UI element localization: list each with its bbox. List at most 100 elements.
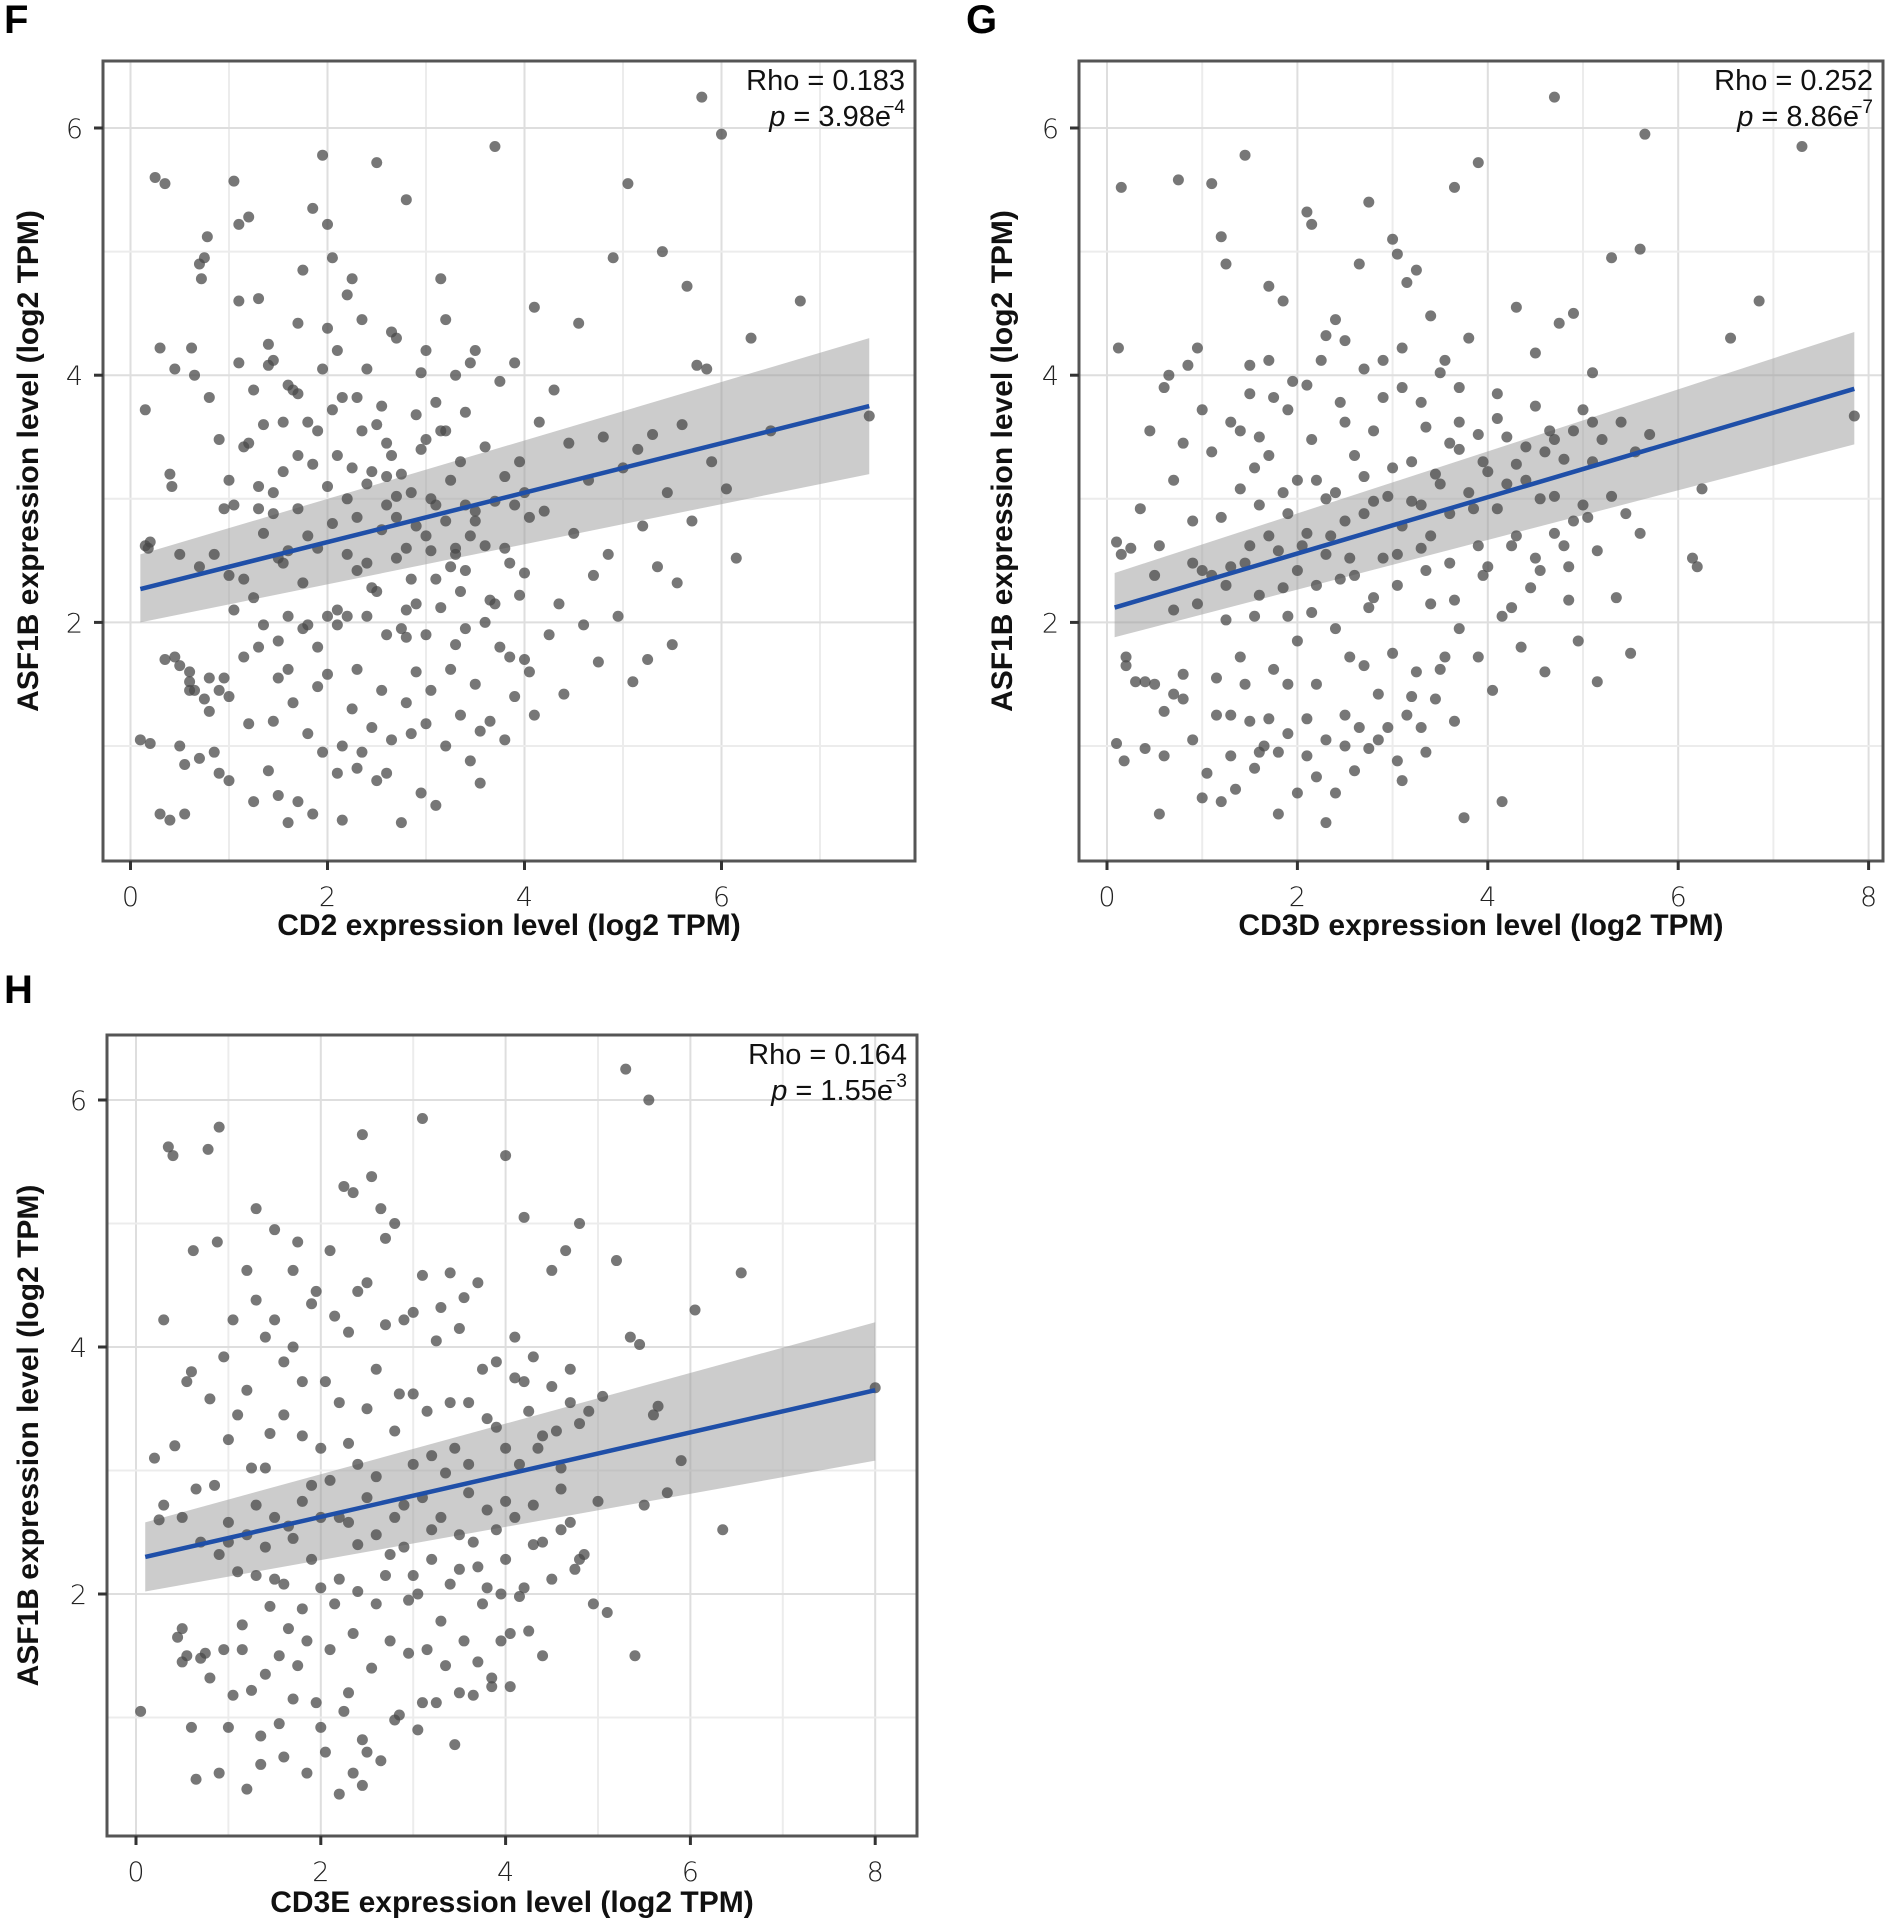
data-point: [253, 293, 265, 305]
data-point: [395, 468, 407, 480]
data-point: [1472, 651, 1484, 663]
data-point: [472, 1561, 484, 1573]
data-point: [1848, 410, 1860, 422]
data-point: [315, 1442, 327, 1454]
data-point: [1244, 715, 1256, 727]
data-point: [426, 1553, 438, 1565]
data-point: [389, 1425, 401, 1437]
data-point: [477, 1598, 488, 1610]
data-point: [415, 787, 427, 799]
data-point: [691, 359, 703, 371]
data-point: [1111, 738, 1123, 750]
data-point: [1220, 579, 1232, 591]
data-point: [250, 1294, 262, 1306]
data-point: [1115, 548, 1127, 560]
data-point: [415, 443, 427, 455]
x-tick-label: 0: [127, 1857, 144, 1888]
data-point: [1567, 515, 1579, 527]
data-point: [1406, 691, 1418, 703]
data-point: [1420, 746, 1432, 758]
data-point: [1177, 668, 1189, 680]
data-point: [1410, 666, 1422, 678]
data-point: [528, 709, 540, 721]
data-point: [158, 1314, 170, 1326]
data-point: [1415, 542, 1427, 554]
data-point: [139, 540, 151, 552]
data-point: [248, 592, 260, 604]
y-axis-title: ASF1B expression level (log2 TPM): [12, 1185, 45, 1687]
data-point: [1182, 359, 1194, 371]
data-point: [351, 391, 363, 403]
data-point: [395, 623, 407, 635]
data-point: [179, 759, 191, 771]
x-tick-label: 8: [867, 1857, 884, 1888]
data-point: [469, 678, 481, 690]
data-point: [232, 1566, 244, 1578]
data-point: [421, 1644, 433, 1656]
data-point: [1239, 557, 1251, 569]
data-point: [1610, 592, 1622, 604]
data-point: [1539, 666, 1551, 678]
data-point: [1410, 264, 1422, 276]
data-point: [322, 480, 333, 492]
data-point: [405, 487, 417, 499]
data-point: [546, 1264, 558, 1276]
data-point: [745, 332, 757, 344]
data-point: [1225, 750, 1237, 762]
data-point: [1391, 548, 1403, 560]
data-point: [1282, 610, 1294, 622]
data-point: [1458, 812, 1470, 824]
data-point: [361, 557, 373, 569]
data-point: [198, 693, 210, 705]
data-point: [282, 663, 294, 675]
data-point: [149, 171, 161, 183]
data-point: [489, 598, 501, 610]
data-point: [259, 1668, 271, 1680]
data-point: [597, 431, 609, 443]
data-point: [211, 1236, 223, 1248]
data-point: [513, 1458, 525, 1470]
data-point: [310, 1697, 322, 1709]
data-point: [1339, 515, 1351, 527]
data-point: [139, 404, 151, 416]
data-point: [292, 317, 304, 329]
data-point: [1368, 425, 1380, 437]
data-point: [324, 1245, 336, 1257]
data-point: [315, 1582, 327, 1594]
data-point: [287, 1341, 299, 1353]
data-point: [1344, 651, 1356, 663]
data-point: [1249, 762, 1261, 774]
data-point: [193, 561, 205, 573]
data-point: [273, 1718, 285, 1730]
data-point: [227, 1314, 239, 1326]
data-point: [1349, 569, 1361, 581]
data-point: [637, 520, 649, 532]
data-point: [1491, 388, 1503, 400]
data-point: [370, 1529, 382, 1541]
p-symbol: p: [768, 101, 785, 133]
data-point: [1372, 688, 1384, 700]
data-point: [509, 691, 521, 703]
data-point: [440, 314, 452, 326]
data-point: [500, 1442, 512, 1454]
data-point: [647, 429, 659, 441]
data-point: [312, 641, 324, 653]
data-point: [1287, 375, 1299, 387]
data-point: [500, 1495, 512, 1507]
data-point: [1434, 663, 1446, 675]
data-point: [223, 691, 235, 703]
data-point: [1282, 404, 1294, 416]
y-tick-label: 2: [66, 608, 83, 639]
data-point: [287, 697, 299, 709]
data-point: [1263, 713, 1275, 725]
data-point: [676, 419, 688, 431]
data-point: [500, 1150, 512, 1162]
data-point: [1249, 462, 1261, 474]
data-point: [1391, 755, 1403, 767]
data-point: [154, 342, 166, 354]
data-point: [1215, 796, 1227, 808]
data-point: [1463, 332, 1475, 344]
data-point: [430, 799, 442, 811]
data-point: [267, 354, 279, 366]
